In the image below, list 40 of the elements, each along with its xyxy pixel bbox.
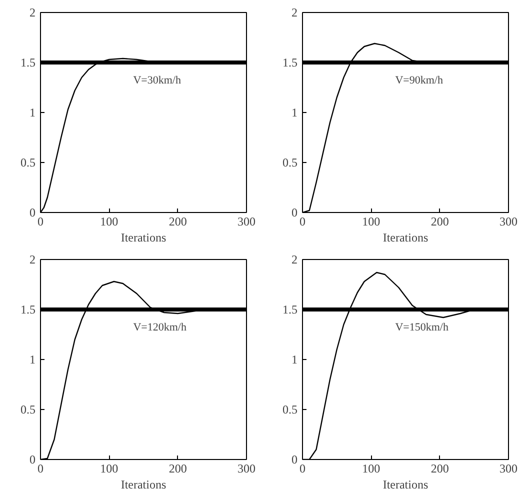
y-tick-label: 0 xyxy=(292,206,298,220)
y-tick-label: 0.5 xyxy=(282,402,298,416)
x-axis-title: Iterations xyxy=(120,230,166,244)
y-tick-label: 1 xyxy=(292,352,298,366)
x-tick-label: 100 xyxy=(362,462,380,476)
y-tick-label: 1.5 xyxy=(20,56,36,70)
y-tick-label: 0 xyxy=(292,452,298,466)
x-tick-label: 200 xyxy=(168,462,187,476)
x-axis-title: Iterations xyxy=(382,478,428,492)
y-tick-label: 1 xyxy=(30,352,36,366)
x-tick-label: 300 xyxy=(238,214,256,228)
y-tick-label: 0.5 xyxy=(20,156,36,170)
x-axis-title: Iterations xyxy=(382,230,428,244)
x-tick-label: 300 xyxy=(238,462,256,476)
annotation: V=120km/h xyxy=(133,322,187,334)
x-tick-label: 100 xyxy=(362,214,380,228)
x-tick-label: 300 xyxy=(500,462,518,476)
x-tick-label: 200 xyxy=(430,214,449,228)
y-tick-label: 0 xyxy=(30,206,36,220)
y-tick-label: 1.5 xyxy=(20,302,36,316)
y-tick-label: 2 xyxy=(30,6,36,20)
y-tick-label: 2 xyxy=(30,252,36,266)
y-tick-label: 2 xyxy=(292,6,298,20)
y-tick-label: 0.5 xyxy=(20,402,36,416)
x-axis-title: Iterations xyxy=(120,478,166,492)
y-tick-label: 0.5 xyxy=(282,156,298,170)
x-tick-label: 300 xyxy=(500,214,518,228)
x-tick-label: 100 xyxy=(100,462,118,476)
annotation: V=150km/h xyxy=(395,322,449,334)
x-tick-label: 200 xyxy=(430,462,449,476)
y-tick-label: 0 xyxy=(30,452,36,466)
y-tick-label: 1 xyxy=(30,106,36,120)
y-tick-label: 1 xyxy=(292,106,298,120)
y-tick-label: 1.5 xyxy=(282,56,298,70)
x-tick-label: 100 xyxy=(100,214,118,228)
x-tick-label: 200 xyxy=(168,214,187,228)
annotation: V=90km/h xyxy=(395,74,444,86)
annotation: V=30km/h xyxy=(133,74,182,86)
y-tick-label: 2 xyxy=(292,252,298,266)
y-tick-label: 1.5 xyxy=(282,302,298,316)
